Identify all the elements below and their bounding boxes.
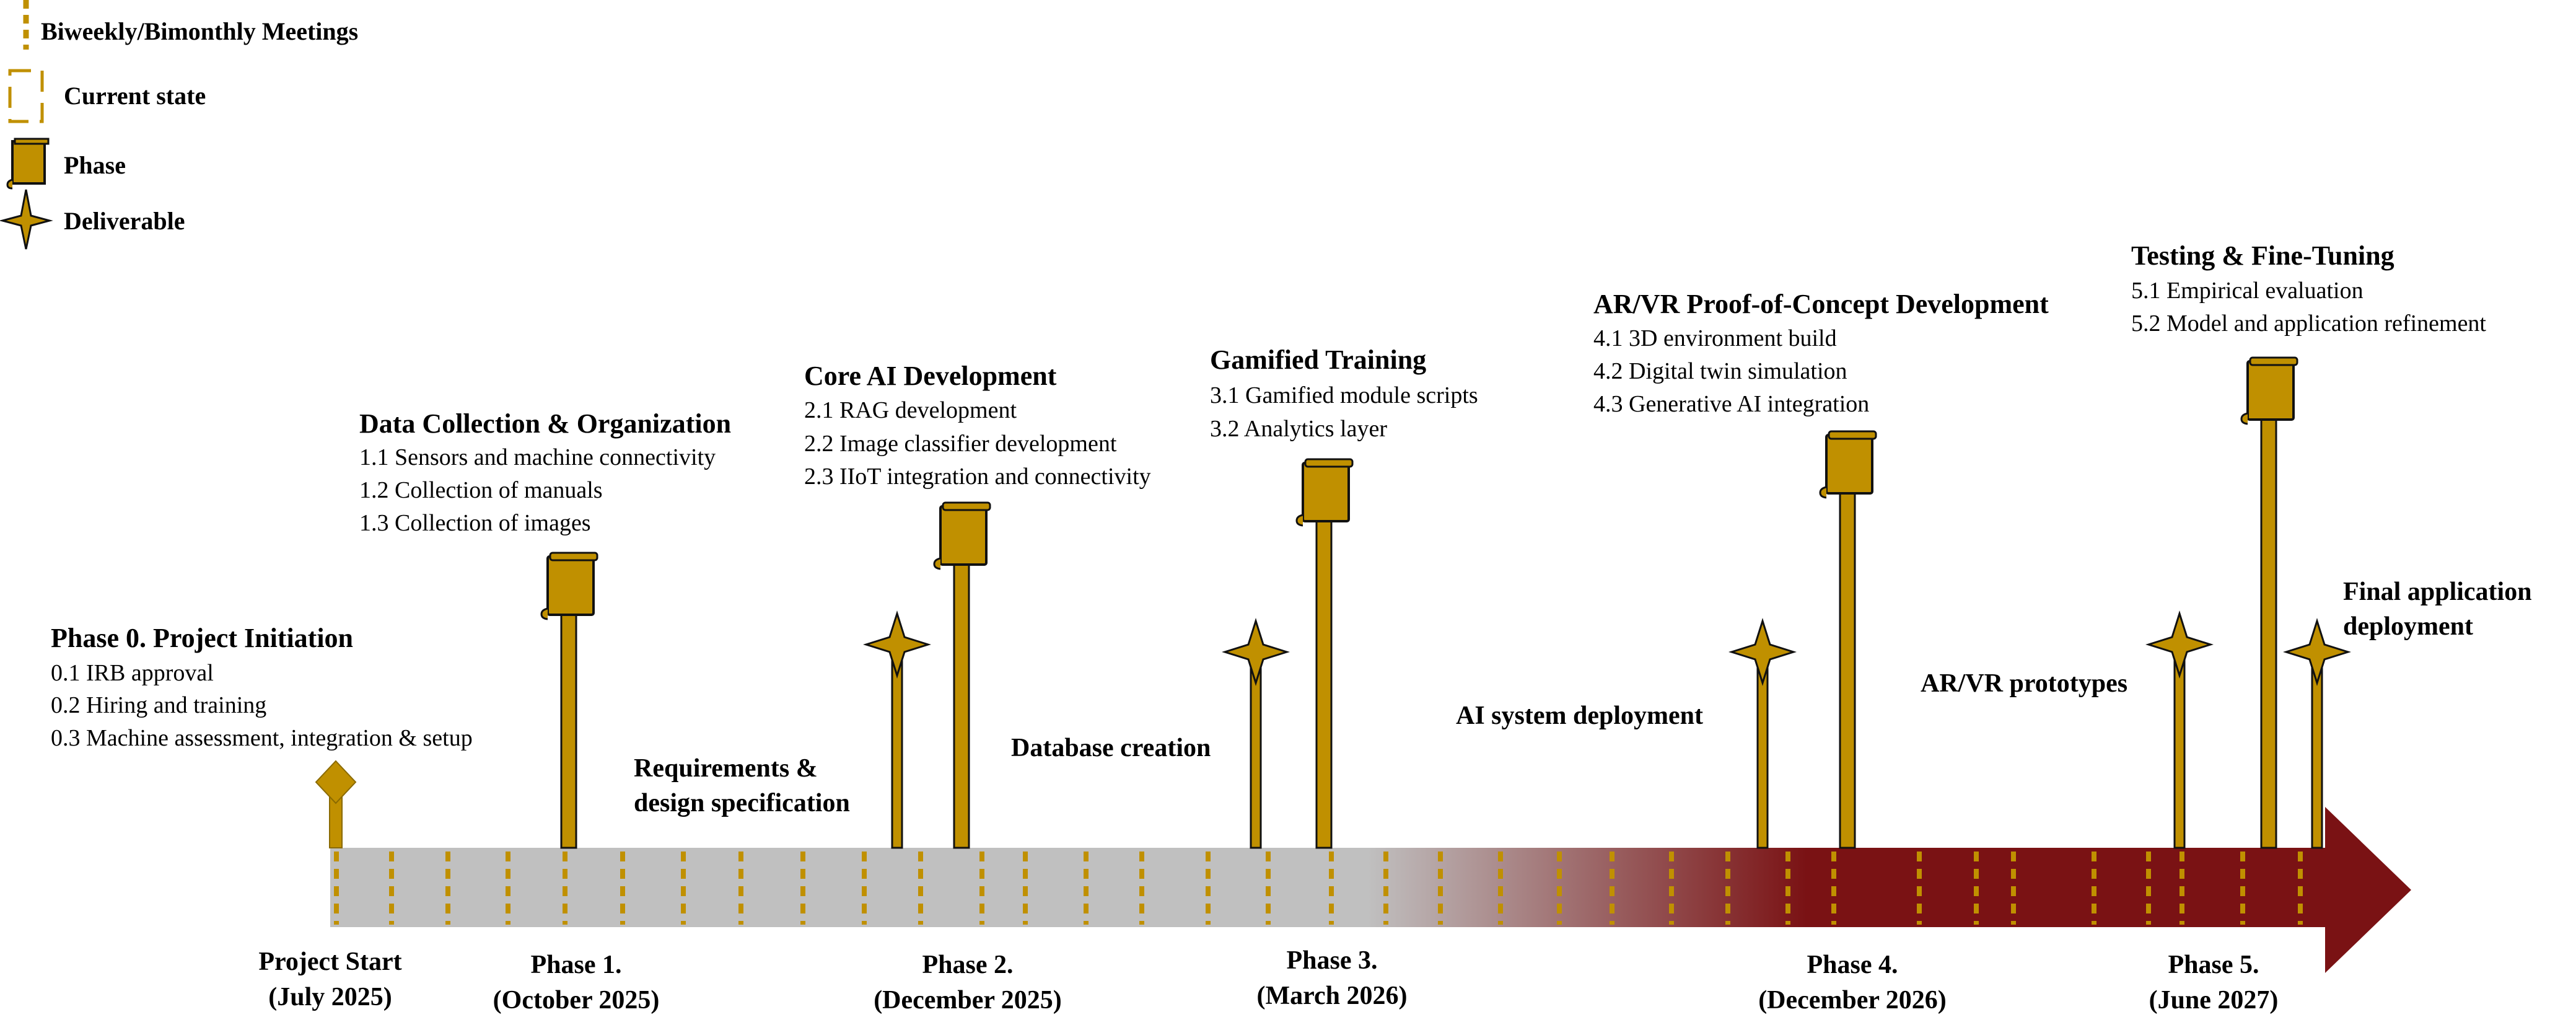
milestone-phase-4: Phase 4. (December 2026) bbox=[1758, 951, 1947, 1015]
deliverable-marker bbox=[2145, 610, 2214, 849]
deliverable-label-line: design specification bbox=[634, 789, 850, 817]
milestone-phase-2: Phase 2. (December 2025) bbox=[874, 951, 1062, 1015]
deliverable-marker bbox=[863, 610, 931, 849]
project-start-marker bbox=[315, 760, 357, 848]
deliverable-label-line: Final application bbox=[2343, 578, 2532, 606]
milestone-date: (March 2026) bbox=[1257, 982, 1408, 1010]
phase-1-item: 1.2 Collection of manuals bbox=[359, 477, 603, 503]
milestone-date: (October 2025) bbox=[493, 986, 660, 1015]
phase-5-title: Testing & Fine-Tuning bbox=[2131, 240, 2394, 271]
milestone-name: Project Start bbox=[258, 948, 401, 976]
timeline-arrow bbox=[330, 807, 2411, 973]
legend-phase-label: Phase bbox=[64, 151, 126, 179]
deliverable-marker bbox=[1222, 618, 1290, 849]
phase-3-item: 3.2 Analytics layer bbox=[1210, 416, 1387, 442]
milestone-phase-3: Phase 3. (March 2026) bbox=[1257, 946, 1408, 1010]
timeline-arrowhead bbox=[2325, 807, 2411, 973]
phase-0-description: Phase 0. Project Initiation 0.1 IRB appr… bbox=[51, 623, 473, 751]
milestone-name: Phase 4. bbox=[1807, 951, 1898, 979]
deliverable-3-label: AI system deployment bbox=[1456, 702, 1703, 730]
milestone-date: (December 2026) bbox=[1758, 986, 1947, 1015]
milestone-date: (December 2025) bbox=[874, 986, 1062, 1015]
phase-3-description: Gamified Training 3.1 Gamified module sc… bbox=[1210, 345, 1478, 442]
meeting-ticks bbox=[334, 852, 2303, 925]
legend-deliverable-icon bbox=[0, 189, 53, 250]
legend-deliverable-label: Deliverable bbox=[64, 207, 185, 235]
legend-phase-icon bbox=[6, 138, 50, 190]
milestone-phase-1: Phase 1. (October 2025) bbox=[493, 951, 660, 1015]
phase-3-item: 3.1 Gamified module scripts bbox=[1210, 382, 1478, 408]
phase-0-title: Phase 0. Project Initiation bbox=[51, 623, 353, 653]
timeline-bar bbox=[330, 848, 2325, 927]
phase-marker bbox=[2240, 356, 2298, 849]
phase-1-item: 1.1 Sensors and machine connectivity bbox=[359, 444, 716, 470]
milestone-phase-5: Phase 5. (June 2027) bbox=[2149, 951, 2279, 1015]
legend-meetings-label: Biweekly/Bimonthly Meetings bbox=[41, 17, 358, 45]
phase-marker bbox=[1819, 430, 1877, 849]
phase-4-description: AR/VR Proof-of-Concept Development 4.1 3… bbox=[1593, 289, 2049, 417]
milestone-name: Phase 1. bbox=[531, 951, 622, 979]
phase-1-description: Data Collection & Organization 1.1 Senso… bbox=[359, 408, 731, 536]
phase-4-item: 4.1 3D environment build bbox=[1593, 325, 1837, 351]
phase-2-item: 2.2 Image classifier development bbox=[804, 431, 1117, 457]
deliverable-marker bbox=[2283, 618, 2351, 849]
deliverable-marker bbox=[1728, 618, 1797, 849]
phase-0-item: 0.1 IRB approval bbox=[51, 660, 214, 686]
phase-0-item: 0.2 Hiring and training bbox=[51, 692, 266, 718]
phase-marker bbox=[1295, 458, 1354, 849]
legend: Biweekly/Bimonthly Meetings Current stat… bbox=[0, 0, 358, 250]
phase-5-item: 5.2 Model and application refinement bbox=[2131, 310, 2486, 337]
milestone-name: Phase 2. bbox=[922, 951, 1014, 979]
milestone-date: (July 2025) bbox=[268, 983, 392, 1011]
legend-current-state-label: Current state bbox=[64, 82, 206, 110]
phase-marker bbox=[933, 501, 991, 849]
phase-0-item: 0.3 Machine assessment, integration & se… bbox=[51, 725, 473, 751]
milestone-project-start: Project Start (July 2025) bbox=[258, 948, 401, 1011]
deliverable-5-label: Final application deployment bbox=[2343, 578, 2532, 641]
phase-2-title: Core AI Development bbox=[804, 361, 1057, 391]
phase-2-item: 2.1 RAG development bbox=[804, 397, 1017, 423]
deliverable-label-line: deployment bbox=[2343, 612, 2473, 641]
milestone-date: (June 2027) bbox=[2149, 986, 2279, 1015]
deliverable-4-label: AR/VR prototypes bbox=[1921, 669, 2127, 698]
phase-3-title: Gamified Training bbox=[1210, 345, 1426, 375]
phase-2-description: Core AI Development 2.1 RAG development … bbox=[804, 361, 1151, 490]
legend-current-state-swatch bbox=[8, 69, 44, 123]
deliverable-label-line: Requirements & bbox=[634, 754, 818, 783]
deliverable-1-label: Requirements & design specification bbox=[634, 754, 850, 817]
phase-1-item: 1.3 Collection of images bbox=[359, 510, 591, 536]
milestone-name: Phase 3. bbox=[1287, 946, 1378, 975]
phase-5-item: 5.1 Empirical evaluation bbox=[2131, 278, 2364, 304]
phase-markers bbox=[540, 356, 2298, 849]
phase-4-item: 4.2 Digital twin simulation bbox=[1593, 358, 1847, 384]
phase-2-item: 2.3 IIoT integration and connectivity bbox=[804, 464, 1151, 490]
milestone-name: Phase 5. bbox=[2168, 951, 2259, 979]
phase-1-title: Data Collection & Organization bbox=[359, 408, 731, 439]
phase-4-title: AR/VR Proof-of-Concept Development bbox=[1593, 289, 2049, 319]
deliverable-2-label: Database creation bbox=[1011, 734, 1211, 762]
phase-marker bbox=[540, 552, 598, 849]
phase-5-description: Testing & Fine-Tuning 5.1 Empirical eval… bbox=[2131, 240, 2486, 337]
deliverable-markers bbox=[863, 610, 2351, 849]
phase-4-item: 4.3 Generative AI integration bbox=[1593, 391, 1869, 417]
